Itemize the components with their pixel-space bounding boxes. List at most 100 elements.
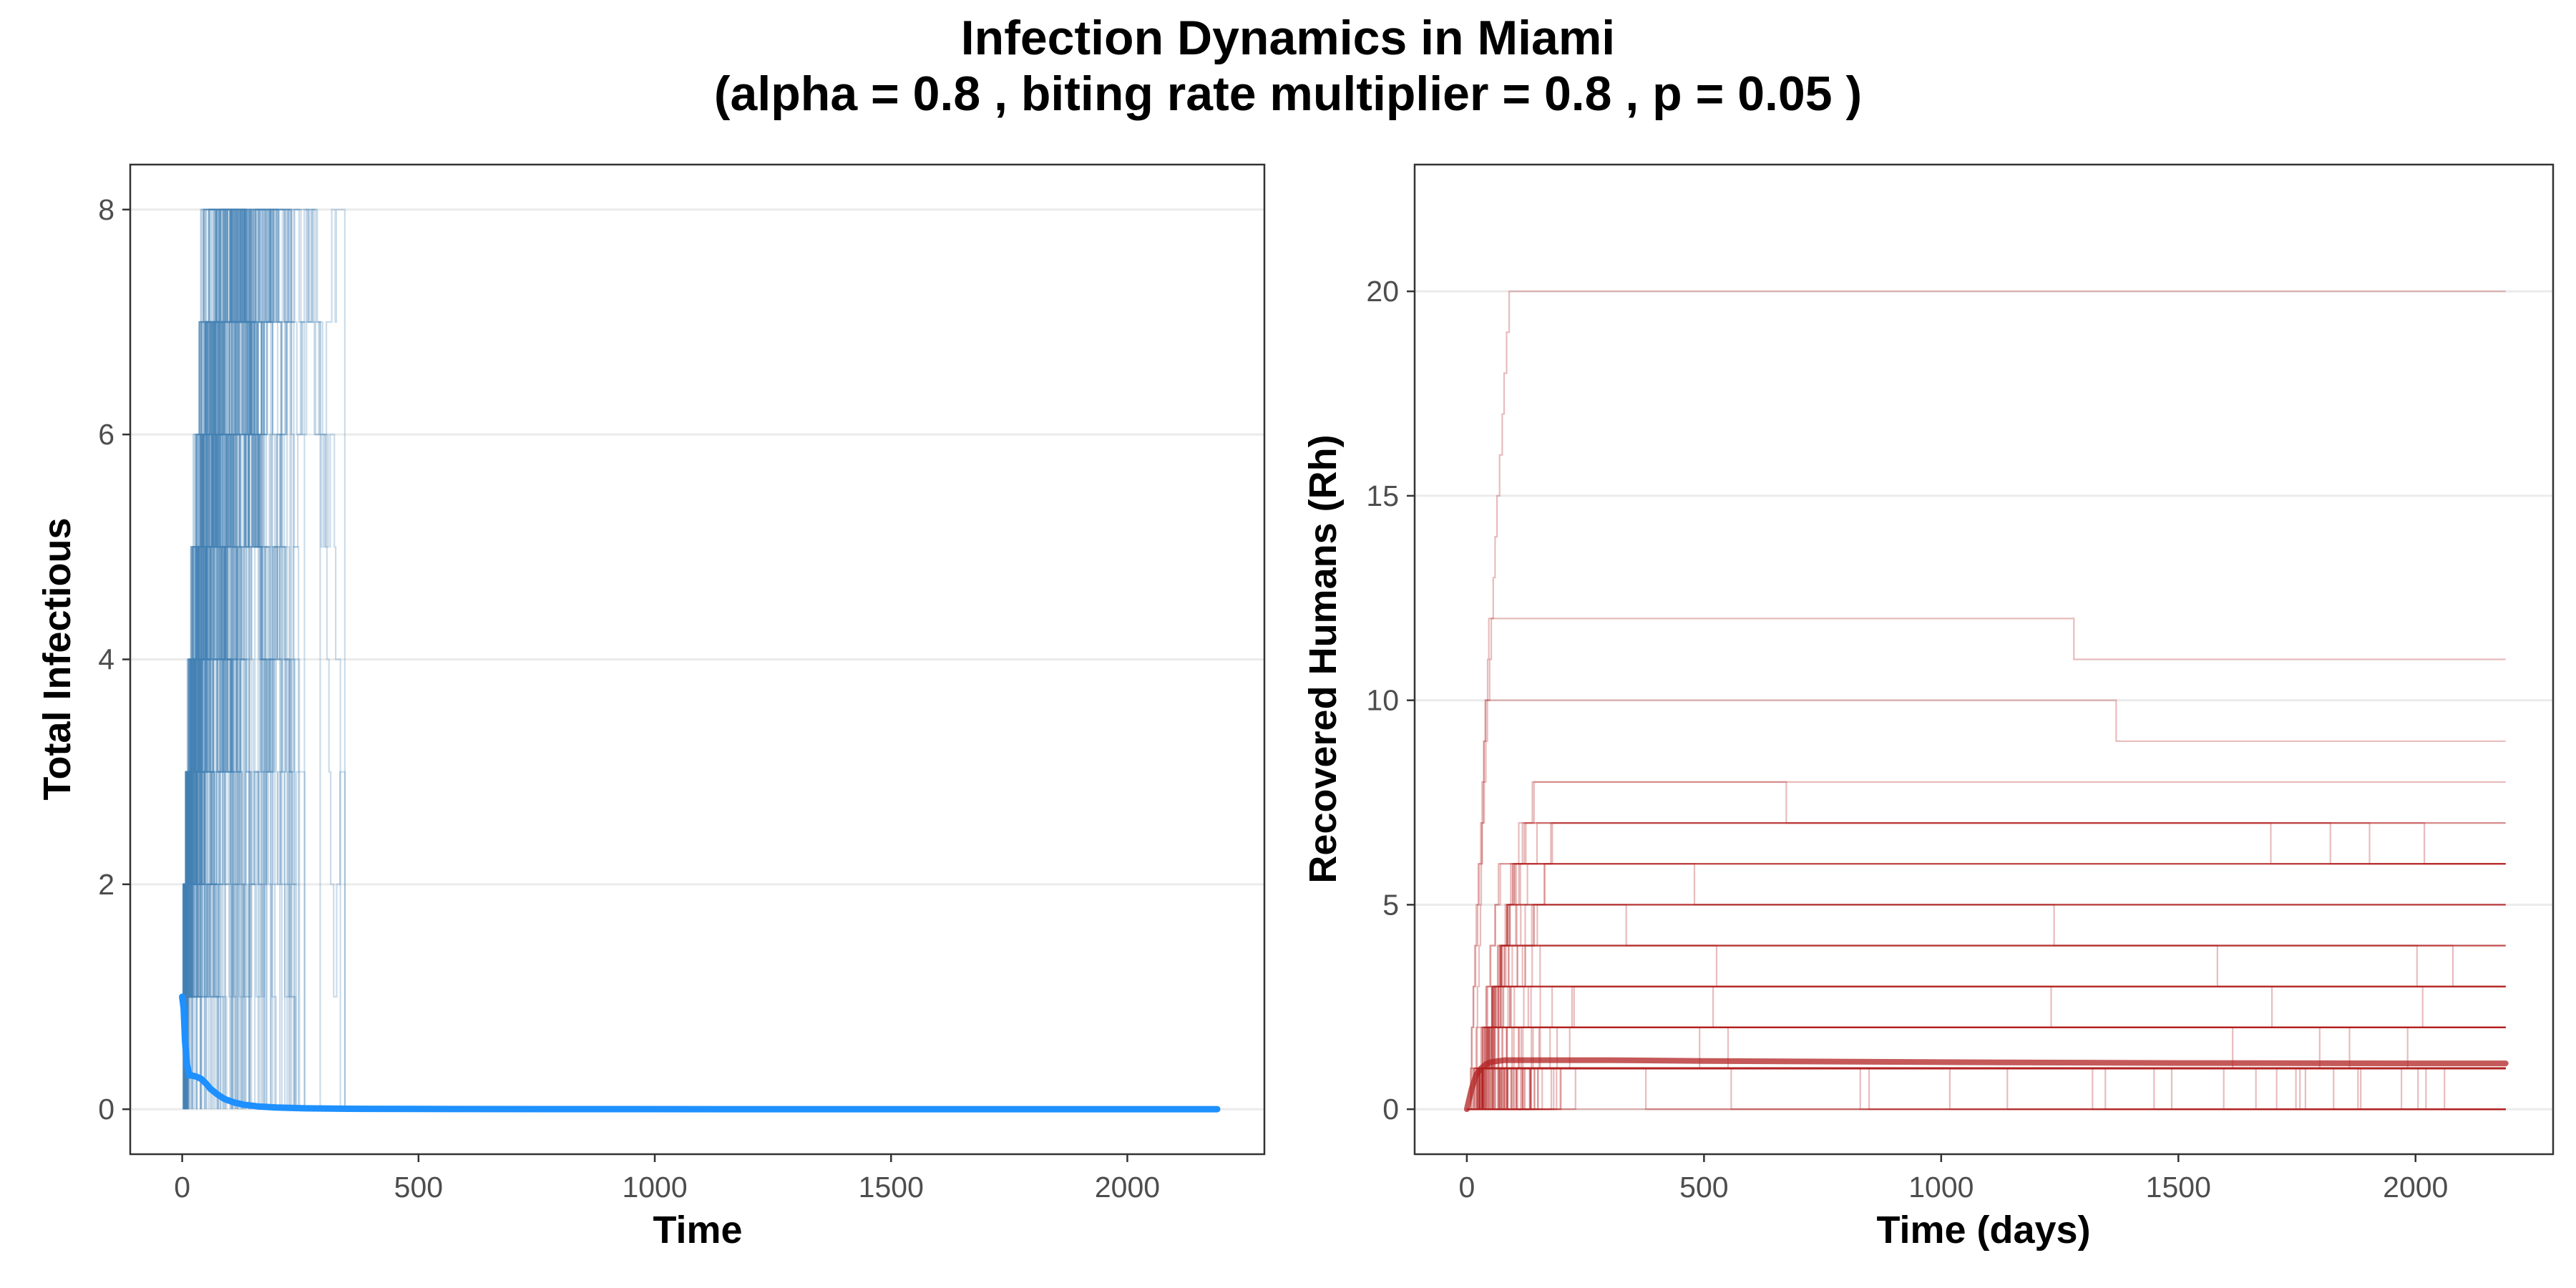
- left-trajectories: [182, 208, 346, 1110]
- right-x-axis-title: Time (days): [1876, 1209, 2090, 1252]
- left-chart-panel: 0 2 4 6 8 0 500 1000 1500 2000 Time Total Infecti…: [36, 163, 1266, 1252]
- left-trajectory-line: [182, 208, 306, 1110]
- right-trajectory-line: [1466, 1067, 2506, 1111]
- right-trajectory-line: [1466, 863, 2506, 1111]
- right-trajectory-line: [1466, 1067, 2506, 1111]
- left-trajectory-line: [182, 434, 239, 1110]
- right-trajectory-line: [1466, 1067, 2506, 1111]
- right-trajectory-line: [1466, 1067, 2506, 1111]
- right-trajectory-line: [1466, 1067, 2506, 1111]
- figure-title-line1: Infection Dynamics in Miami: [961, 11, 1615, 65]
- left-trajectory-line: [182, 546, 236, 1110]
- right-trajectory-line: [1466, 618, 2506, 1111]
- right-trajectory-line: [1466, 1067, 2506, 1111]
- right-trajectory-line: [1466, 822, 2506, 1111]
- right-trajectory-line: [1466, 1067, 2506, 1111]
- right-trajectory-line: [1466, 904, 2506, 1111]
- right-trajectory-line: [1466, 1067, 2506, 1111]
- right-trajectory-line: [1466, 1067, 2506, 1111]
- left-trajectory-line: [182, 546, 201, 1110]
- left-trajectory-line: [182, 208, 272, 1110]
- right-y-tick-label-10: 10: [1366, 684, 1399, 717]
- right-trajectory-line: [1466, 1067, 2506, 1111]
- left-trajectory-line: [182, 321, 253, 1110]
- right-trajectory-line: [1466, 822, 2506, 1111]
- left-trajectory-line: [182, 321, 237, 1110]
- left-trajectory-line: [182, 208, 265, 1110]
- right-panel-border: [1413, 163, 2555, 1156]
- right-trajectory-line: [1466, 1067, 2506, 1111]
- right-trajectory-line: [1466, 1067, 2506, 1111]
- left-trajectory-line: [182, 434, 244, 1110]
- left-trajectory-line: [182, 208, 277, 1110]
- right-gridlines: [1415, 290, 2553, 1111]
- left-trajectory-line: [182, 434, 234, 1110]
- right-trajectory-line: [1466, 945, 2506, 1111]
- left-trajectory-line: [182, 883, 194, 1110]
- right-trajectory-line: [1466, 1067, 2506, 1111]
- left-trajectory-line: [182, 546, 212, 1110]
- left-trajectory-line: [182, 321, 203, 1110]
- left-trajectory-line: [182, 208, 260, 1110]
- left-trajectory-line: [182, 658, 215, 1110]
- right-trajectory-line: [1466, 1067, 2506, 1111]
- left-trajectory-line: [182, 208, 296, 1110]
- right-trajectory-line: [1466, 1067, 2506, 1111]
- left-trajectory-line: [182, 658, 222, 1110]
- left-x-axis-title: Time: [653, 1209, 742, 1252]
- left-trajectory-line: [182, 658, 205, 1110]
- left-trajectory-line: [182, 208, 346, 1110]
- right-x-tick-label-500: 500: [1679, 1171, 1728, 1204]
- left-trajectory-line: [182, 658, 219, 1110]
- right-trajectory-line: [1466, 985, 2506, 1111]
- right-y-tick-label-0: 0: [1382, 1093, 1399, 1126]
- right-trajectory-line: [1466, 1067, 2506, 1111]
- left-trajectory-line: [182, 208, 273, 1110]
- left-trajectory-line: [182, 546, 226, 1110]
- left-y-axis-title: Total Infectious: [36, 517, 79, 800]
- right-trajectory-line: [1466, 945, 2506, 1111]
- right-trajectory-line: [1466, 1067, 2506, 1111]
- left-x-tick-label-0: 0: [174, 1171, 190, 1204]
- right-trajectory-line: [1466, 1067, 2506, 1111]
- left-trajectory-line: [182, 208, 231, 1110]
- left-trajectory-line: [182, 883, 196, 1110]
- left-trajectory-line: [182, 208, 300, 1110]
- right-trajectory-line: [1466, 985, 2506, 1111]
- right-trajectory-line: [1466, 1067, 2506, 1111]
- left-trajectory-line: [182, 208, 245, 1110]
- left-trajectory-line: [182, 321, 264, 1110]
- left-trajectory-line: [182, 208, 239, 1110]
- right-trajectory-line: [1466, 1067, 2506, 1111]
- left-trajectory-line: [182, 883, 208, 1110]
- right-x-tick-label-1500: 1500: [2146, 1171, 2211, 1204]
- left-trajectory-line: [182, 658, 228, 1110]
- left-trajectory-line: [182, 321, 221, 1110]
- right-trajectory-line: [1466, 1067, 2506, 1111]
- right-trajectory-line: [1466, 1067, 2506, 1111]
- left-trajectory-line: [182, 208, 263, 1110]
- left-trajectory-line: [182, 771, 225, 1110]
- left-axes: 0 2 4 6 8 0 500 1000 1500 2000: [98, 193, 1160, 1204]
- right-trajectory-line: [1466, 781, 2506, 1111]
- left-trajectory-line: [182, 208, 250, 1110]
- right-trajectory-line: [1466, 985, 2506, 1111]
- left-trajectory-line: [182, 208, 288, 1110]
- right-trajectory-line: [1466, 985, 2506, 1111]
- left-trajectory-line: [182, 321, 250, 1110]
- left-trajectory-line: [182, 208, 291, 1110]
- right-trajectory-line: [1466, 1067, 2506, 1111]
- right-axes: 0 5 10 15 20 0 500 1000 1500 2000: [1366, 275, 2448, 1204]
- left-trajectory-line: [182, 771, 198, 1110]
- left-trajectory-line: [182, 658, 213, 1110]
- right-trajectory-line: [1466, 1067, 2506, 1111]
- left-mean-line: [179, 993, 1221, 1113]
- left-trajectory-line: [182, 321, 265, 1110]
- left-x-tick-label-1500: 1500: [859, 1171, 924, 1204]
- right-trajectory-line: [1466, 1067, 2506, 1111]
- left-trajectory-line: [182, 208, 293, 1110]
- left-trajectory-line: [182, 434, 218, 1110]
- right-trajectory-line: [1466, 1067, 2506, 1111]
- left-trajectory-line: [182, 321, 301, 1110]
- right-mean-line: [1463, 1057, 2509, 1113]
